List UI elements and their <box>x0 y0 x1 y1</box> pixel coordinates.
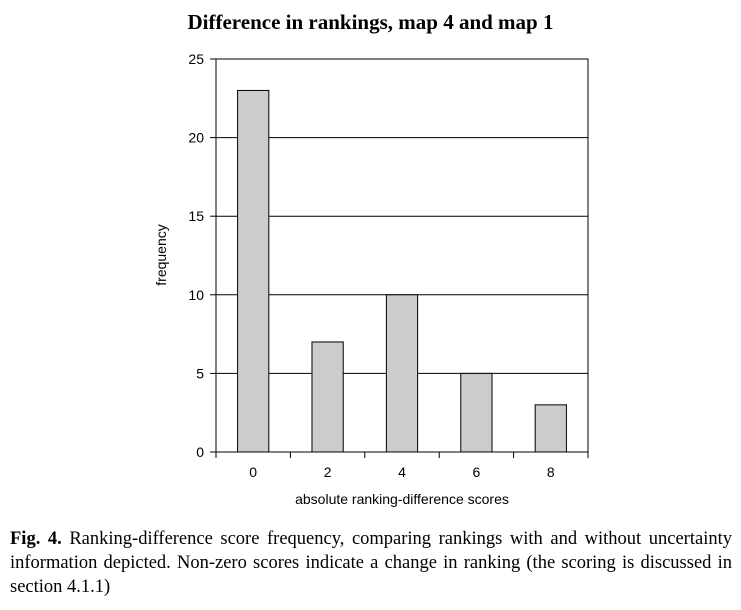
y-tick-label: 0 <box>196 444 204 460</box>
y-tick-label: 10 <box>188 287 204 303</box>
y-tick-label: 5 <box>196 365 204 381</box>
y-axis-label: frequency <box>153 224 169 285</box>
x-tick-labels: 0 2 4 6 8 <box>215 452 589 480</box>
plot-frame <box>215 58 589 453</box>
chart-title: Difference in rankings, map 4 and map 1 <box>187 10 554 34</box>
bar-0 <box>237 89 270 453</box>
caption-label: Fig. 4. <box>10 529 62 549</box>
y-tick-label: 20 <box>188 130 204 146</box>
y-tick-labels: 0 5 10 15 20 25 <box>188 51 216 460</box>
caption-text: Ranking-difference score frequency, comp… <box>10 529 732 597</box>
bar-8 <box>534 404 567 453</box>
plot-border <box>215 58 589 453</box>
y-tick-label: 15 <box>188 208 204 224</box>
x-tick-label: 6 <box>473 464 481 480</box>
bars <box>237 89 567 453</box>
x-tick-label: 8 <box>547 464 555 480</box>
bar-chart: 0 5 10 15 20 25 0 2 4 6 8 frequency absolute rank… <box>153 51 589 507</box>
x-tick-label: 4 <box>398 464 406 480</box>
bar-4 <box>385 294 419 453</box>
x-tick-label: 0 <box>249 464 257 480</box>
bar-2 <box>311 341 344 453</box>
x-axis-label: absolute ranking-difference scores <box>295 491 509 507</box>
figure-caption: Fig. 4. Ranking-difference score frequen… <box>10 527 732 599</box>
y-tick-label: 25 <box>188 51 204 67</box>
x-tick-label: 2 <box>324 464 332 480</box>
bar-6 <box>460 372 493 453</box>
